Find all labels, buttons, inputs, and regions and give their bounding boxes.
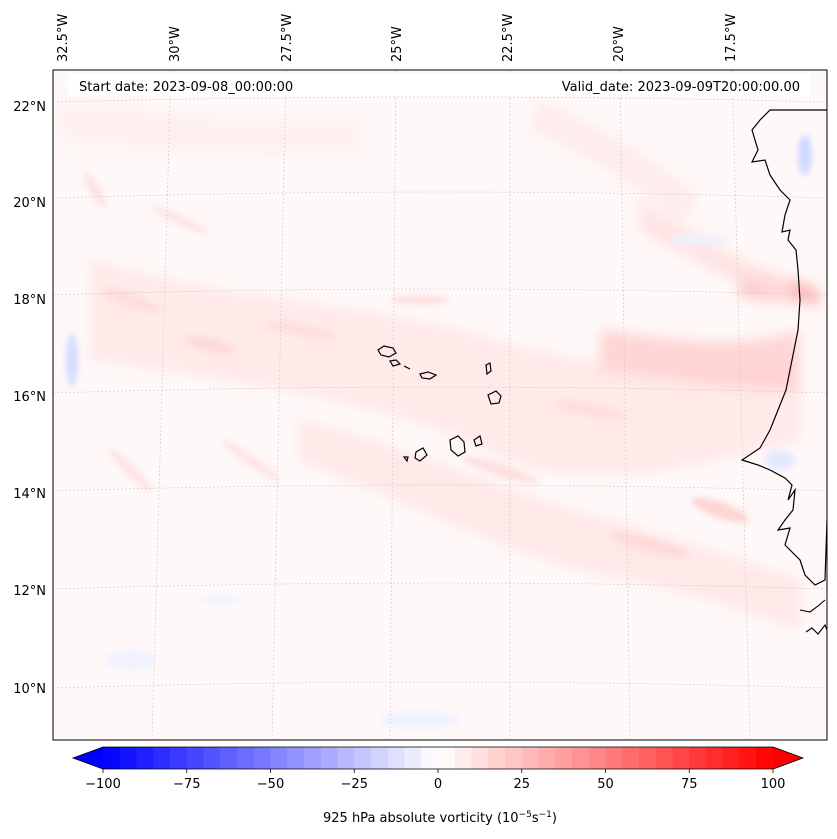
colorbar-label: 925 hPa absolute vorticity (10−5s−1) [323, 810, 557, 826]
lat-tick-label: 10°N [13, 682, 46, 697]
colorbar-swatch [270, 747, 288, 769]
colorbar-swatch [203, 747, 221, 769]
colorbar-label-exp2: −1 [539, 810, 552, 820]
cape-verde-islands [377, 345, 502, 463]
colorbar-swatch [404, 747, 422, 769]
colorbar-label-text: 925 hPa absolute vorticity (10 [323, 811, 519, 826]
colorbar-swatch [371, 747, 389, 769]
colorbar-swatch [572, 747, 590, 769]
lon-tick-label: 30°W [168, 26, 183, 62]
colorbar-swatch [588, 747, 607, 769]
longitude-labels: 32.5°W 30°W 27.5°W 25°W 22.5°W 20°W 17.5… [56, 14, 739, 62]
colorbar-swatch [639, 747, 657, 769]
colorbar-swatch [739, 747, 757, 769]
colorbar-max-extend [773, 747, 803, 769]
colorbar-swatch [136, 747, 154, 769]
colorbar-label-end: ) [552, 811, 557, 826]
colorbar-swatch [672, 747, 690, 769]
lon-tick-label: 20°W [612, 26, 627, 62]
colorbar-tick-label: −25 [341, 777, 368, 792]
colorbar-tick-label: 25 [513, 777, 530, 792]
colorbar-ticks: −100 −75 −50 −25 0 25 50 75 100 [85, 769, 785, 792]
colorbar-swatch [488, 747, 506, 769]
colorbar-swatch [220, 747, 238, 769]
colorbar-tick-label: 50 [597, 777, 614, 792]
colorbar-swatch [153, 747, 171, 769]
coastline-islands [799, 599, 827, 635]
colorbar-swatch [622, 747, 640, 769]
colorbar-swatch [287, 747, 305, 769]
colorbar-min-extend [73, 747, 103, 769]
colorbar-swatch [337, 747, 355, 769]
colorbar-swatch [706, 747, 724, 769]
colorbar-swatch [454, 747, 473, 769]
colorbar-swatch [237, 747, 255, 769]
colorbar-tick-label: 75 [681, 777, 698, 792]
colorbar-swatch [521, 747, 540, 769]
negative-vorticity-patches [66, 135, 812, 728]
lat-tick-label: 22°N [13, 100, 46, 115]
colorbar-tick-label: −50 [257, 777, 284, 792]
header-background [68, 74, 810, 96]
latitude-labels: 22°N 20°N 18°N 16°N 14°N 12°N 10°N [13, 100, 46, 697]
colorbar-swatch [170, 747, 188, 769]
colorbar-swatch [354, 747, 372, 769]
colorbar-swatch [722, 747, 741, 769]
coastline [740, 109, 827, 586]
colorbar-swatch [756, 747, 774, 769]
colorbar-swatch [689, 747, 707, 769]
colorbar-swatch [320, 747, 339, 769]
colorbar-swatch [471, 747, 489, 769]
colorbar-label-unit: s [532, 811, 539, 826]
colorbar-tick-label: −75 [173, 777, 200, 792]
colorbar-label-exp1: −5 [519, 810, 532, 820]
lat-tick-label: 12°N [13, 584, 46, 599]
colorbar-swatch [655, 747, 674, 769]
vorticity-streaks [84, 172, 749, 558]
colorbar-swatch [387, 747, 406, 769]
lat-tick-label: 18°N [13, 293, 46, 308]
colorbar-swatches [73, 747, 803, 769]
lon-tick-label: 25°W [390, 26, 405, 62]
colorbar-swatch [304, 747, 322, 769]
lon-tick-label: 27.5°W [280, 14, 295, 62]
colorbar: −100 −75 −50 −25 0 25 50 75 100 925 hPa absolute… [71, 746, 805, 826]
colorbar-tick-label: 0 [434, 777, 442, 792]
colorbar-swatch [555, 747, 573, 769]
colorbar-swatch [103, 747, 121, 769]
lat-tick-label: 16°N [13, 390, 46, 405]
map-panel: Start date: 2023-09-08_00:00:00 Valid_da… [52, 69, 828, 741]
lat-tick-label: 14°N [13, 487, 46, 502]
colorbar-swatch [253, 747, 272, 769]
colorbar-swatch [505, 747, 523, 769]
colorbar-swatch [438, 747, 456, 769]
positive-vorticity-band [60, 100, 820, 630]
colorbar-swatch [605, 747, 623, 769]
colorbar-swatch [186, 747, 205, 769]
colorbar-swatch [421, 747, 439, 769]
valid-date-label: Valid_date: 2023-09-09T20:00:00.00 [562, 80, 800, 95]
lat-tick-label: 20°N [13, 196, 46, 211]
colorbar-swatch [538, 747, 556, 769]
start-date-label: Start date: 2023-09-08_00:00:00 [79, 80, 293, 95]
lon-tick-label: 22.5°W [501, 14, 516, 62]
map-frame [52, 69, 828, 741]
lon-tick-label: 17.5°W [724, 14, 739, 62]
lon-tick-label: 32.5°W [56, 14, 71, 62]
colorbar-tick-label: −100 [85, 777, 121, 792]
colorbar-swatch [119, 747, 138, 769]
vorticity-field [53, 70, 827, 740]
colorbar-tick-label: 100 [761, 777, 786, 792]
